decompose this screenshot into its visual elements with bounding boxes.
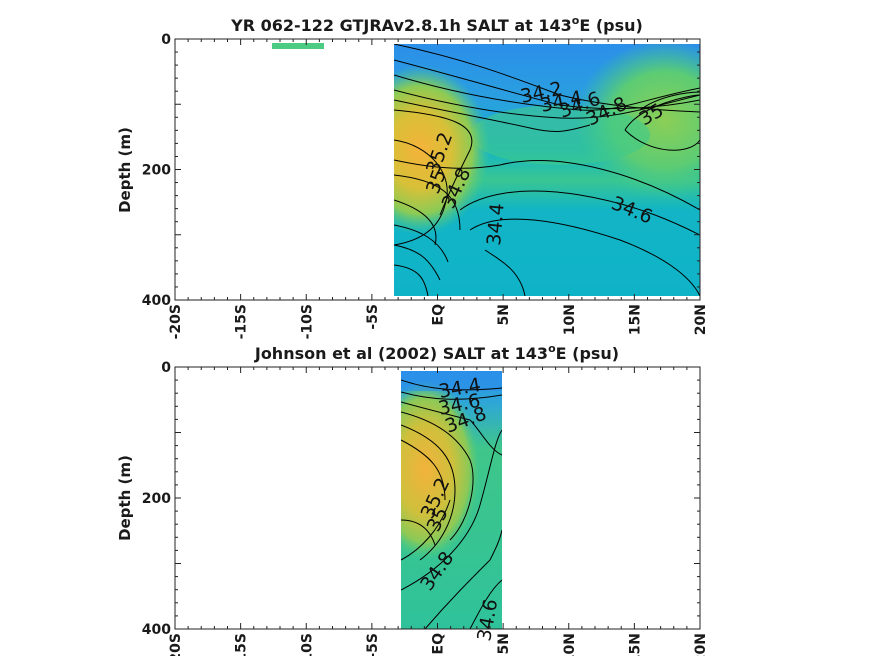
y-tick-label: 0 bbox=[161, 360, 171, 376]
x-tick-label: 10N bbox=[562, 304, 578, 335]
panel-1-title: YR 062-122 GTJRAv2.8.1h SALT at 143oE (p… bbox=[230, 14, 643, 35]
x-tick-label: 20N bbox=[693, 633, 709, 656]
x-tick-label: -15S bbox=[234, 633, 250, 656]
x-tick-label: 15N bbox=[627, 633, 643, 656]
panel-2-ticks: -20S -15S -10S -5S EQ 5N 10N 15N 20N 0 200 400 bbox=[142, 360, 709, 656]
clabel: 34.4 bbox=[483, 202, 509, 246]
x-tick-label: EQ bbox=[431, 304, 447, 326]
panel-2-title: Johnson et al (2002) SALT at 143oE (psu) bbox=[254, 342, 619, 363]
panel-2-salinity-field bbox=[401, 371, 502, 629]
panel-1-ticks: -20S -15S -10S -5S EQ 5N 10N 15N 20N 0 200 400 bbox=[142, 32, 709, 339]
panel-2-ylabel: Depth (m) bbox=[116, 455, 134, 541]
panel-1: YR 062-122 GTJRAv2.8.1h SALT at 143oE (p… bbox=[116, 14, 709, 339]
panel-1-contours bbox=[394, 44, 700, 296]
x-tick-label: -20S bbox=[168, 633, 184, 656]
x-tick-label: 5N bbox=[496, 304, 512, 325]
panel-2: Johnson et al (2002) SALT at 143oE (psu)… bbox=[116, 342, 709, 656]
x-tick-label: 20N bbox=[693, 304, 709, 335]
x-tick-label: -20S bbox=[168, 304, 184, 339]
panel-1-ylabel: Depth (m) bbox=[116, 127, 134, 213]
panel-2-contours bbox=[401, 379, 502, 629]
panel-1-salinity-field bbox=[394, 44, 700, 296]
x-tick-label: 10N bbox=[562, 633, 578, 656]
x-tick-label: 15N bbox=[627, 304, 643, 335]
x-tick-label: EQ bbox=[431, 633, 447, 655]
x-tick-label: -10S bbox=[299, 304, 315, 339]
y-tick-label: 200 bbox=[142, 163, 171, 179]
x-tick-label: -5S bbox=[365, 304, 381, 330]
y-tick-label: 200 bbox=[142, 491, 171, 507]
y-tick-label: 0 bbox=[161, 32, 171, 48]
y-tick-label: 400 bbox=[142, 293, 171, 309]
x-tick-label: -10S bbox=[299, 633, 315, 656]
panel-1-small-patch bbox=[272, 43, 324, 49]
x-tick-label: -15S bbox=[234, 304, 250, 339]
x-tick-label: -5S bbox=[365, 633, 381, 656]
x-tick-label: 5N bbox=[496, 633, 512, 654]
y-tick-label: 400 bbox=[142, 622, 171, 638]
